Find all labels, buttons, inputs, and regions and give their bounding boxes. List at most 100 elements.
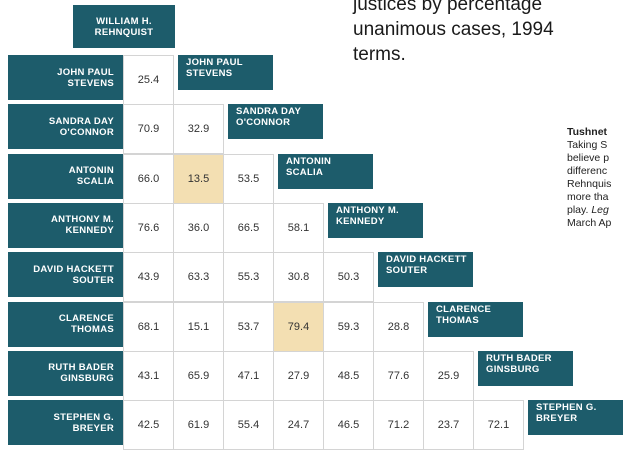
justice-header: ANTONIN SCALIA — [278, 153, 373, 189]
value-cell: 23.7 — [423, 400, 474, 451]
sidebar-line: believe p — [567, 152, 609, 165]
value-cell: 13.5 — [173, 153, 224, 204]
justice-header: DAVID HACKETT SOUTER — [8, 252, 123, 298]
value-cell: 72.1 — [473, 400, 524, 451]
heading-line: terms. — [353, 44, 406, 65]
header-line: STEPHEN G. — [53, 411, 114, 423]
header-line: CLARENCE — [436, 303, 492, 315]
value-cell: 27.9 — [273, 350, 324, 401]
header-line: THOMAS — [71, 324, 114, 335]
header-line: ANTHONY M. — [336, 204, 399, 216]
value-cell: 43.9 — [123, 252, 174, 303]
value-cell: 48.5 — [323, 350, 374, 401]
header-line: SANDRA DAY — [236, 106, 302, 118]
header-line: GINSBURG — [486, 363, 540, 375]
header-line: REHNQUIST — [94, 26, 154, 38]
justice-header: RUTH BADER GINSBURG — [478, 350, 573, 386]
justice-header: CLARENCE THOMAS — [8, 301, 123, 347]
value-cell: 66.0 — [123, 153, 174, 204]
value-cell: 47.1 — [223, 350, 274, 401]
value-cell: 77.6 — [373, 350, 424, 401]
sidebar-line: differenc — [567, 165, 607, 178]
value-cell: 36.0 — [173, 202, 224, 253]
header-line: SCALIA — [76, 176, 114, 188]
value-cell: 55.3 — [223, 252, 274, 303]
sidebar-text: play. — [567, 204, 592, 216]
sidebar-line: play. Leg — [567, 204, 609, 217]
value-cell: 65.9 — [173, 350, 224, 401]
value-cell: 53.5 — [223, 153, 274, 204]
header-line: ANTONIN — [286, 155, 332, 167]
header-line: ANTHONY M. — [51, 214, 114, 226]
justice-header: RUTH BADER GINSBURG — [8, 350, 123, 396]
sidebar-line: more tha — [567, 191, 608, 204]
header-line: RUTH BADER — [486, 352, 552, 364]
value-cell: 58.1 — [273, 202, 324, 253]
header-line: RUTH BADER — [48, 362, 114, 374]
header-line: ANTONIN — [68, 165, 114, 177]
value-cell: 59.3 — [323, 301, 374, 352]
header-line: BREYER — [72, 422, 114, 434]
value-cell: 70.9 — [123, 104, 174, 155]
sidebar-text: Taking S — [567, 139, 608, 151]
justice-header: STEPHEN G. BREYER — [8, 400, 123, 446]
header-line: CLARENCE — [58, 313, 114, 324]
justice-header: ANTHONY M. KENNEDY — [328, 202, 423, 238]
header-line: DAVID HACKETT — [33, 263, 114, 275]
justice-header: WILLIAM H. REHNQUIST — [73, 5, 175, 48]
sidebar-line: Rehnquis — [567, 178, 611, 191]
header-line: STEVENS — [186, 68, 233, 79]
justice-header: SANDRA DAY O'CONNOR — [8, 104, 123, 150]
justice-header: ANTONIN SCALIA — [8, 153, 123, 199]
header-line: KENNEDY — [336, 215, 385, 227]
value-cell: 42.5 — [123, 400, 174, 451]
value-cell: 55.4 — [223, 400, 274, 451]
header-line: THOMAS — [436, 314, 479, 326]
header-line: DAVID HACKETT — [386, 254, 467, 266]
header-line: BREYER — [536, 413, 578, 425]
sidebar-text: Rehnquis — [567, 178, 612, 190]
header-line: JOHN PAUL — [186, 57, 243, 68]
value-cell: 50.3 — [323, 252, 374, 303]
value-cell: 30.8 — [273, 252, 324, 303]
value-cell: 66.5 — [223, 202, 274, 253]
header-line: WILLIAM H. — [96, 15, 152, 27]
header-line: STEPHEN G. — [536, 402, 597, 414]
justice-header: STEPHEN G. BREYER — [528, 400, 623, 436]
header-line: KENNEDY — [65, 225, 114, 237]
justice-header: CLARENCE THOMAS — [428, 301, 523, 337]
sidebar-text: March Ap — [567, 217, 612, 229]
value-cell: 43.1 — [123, 350, 174, 401]
header-line: SOUTER — [72, 274, 114, 286]
header-line: SCALIA — [286, 166, 324, 178]
header-line: GINSBURG — [60, 373, 114, 385]
header-line: O'CONNOR — [236, 117, 291, 129]
sidebar-text: believe p — [567, 152, 610, 164]
value-cell: 71.2 — [373, 400, 424, 451]
heading-line: unanimous cases, 1994 — [353, 19, 554, 40]
header-line: SANDRA DAY — [48, 115, 114, 127]
value-cell: 79.4 — [273, 301, 324, 352]
sidebar-line: Taking S — [567, 139, 607, 152]
header-line: JOHN PAUL — [57, 66, 114, 78]
value-cell: 63.3 — [173, 252, 224, 303]
sidebar-text: Leg — [591, 204, 609, 216]
header-line: SOUTER — [386, 265, 428, 277]
sidebar-text: differenc — [567, 165, 608, 177]
justice-header: ANTHONY M. KENNEDY — [8, 202, 123, 248]
sidebar-line: March Ap — [567, 217, 611, 230]
value-cell: 46.5 — [323, 400, 374, 451]
value-cell: 24.7 — [273, 400, 324, 451]
sidebar-title: Tushnet — [567, 126, 608, 138]
value-cell: 76.6 — [123, 202, 174, 253]
heading-line: justices by percentage — [353, 0, 543, 15]
justice-header: SANDRA DAY O'CONNOR — [228, 104, 323, 140]
header-line: O'CONNOR — [59, 126, 114, 138]
value-cell: 53.7 — [223, 301, 274, 352]
value-cell: 25.4 — [123, 55, 174, 105]
justice-header: JOHN PAUL STEVENS — [8, 55, 123, 100]
value-cell: 32.9 — [173, 104, 224, 155]
value-cell: 25.9 — [423, 350, 474, 401]
value-cell: 68.1 — [123, 301, 174, 352]
